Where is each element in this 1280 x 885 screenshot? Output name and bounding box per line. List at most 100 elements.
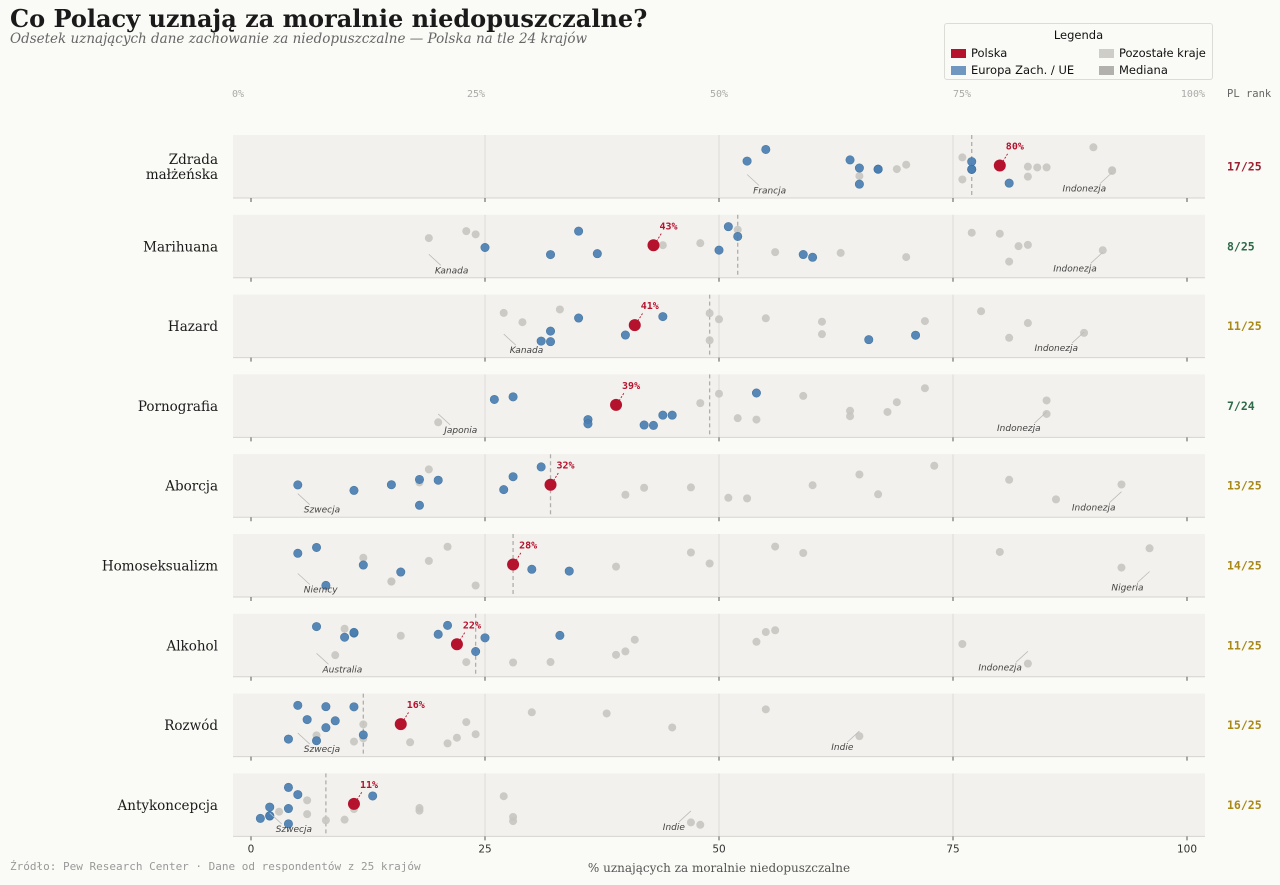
rank-value: 7/24 <box>1227 399 1255 413</box>
point-other <box>761 628 770 637</box>
point-other <box>621 647 630 656</box>
point-other <box>715 315 723 324</box>
legend-label-other: Pozostałe kraje <box>1119 46 1206 60</box>
row-label: Antykoncepcja <box>117 798 219 814</box>
point-other <box>1042 396 1051 405</box>
chart-title: Co Polacy uznają za moralnie niedopuszcz… <box>10 4 648 33</box>
point-other <box>920 384 929 393</box>
point-west-eu <box>312 542 322 552</box>
point-west-eu <box>742 156 752 166</box>
legend-item-poland: Polska <box>951 46 1007 60</box>
point-other <box>902 253 911 262</box>
point-poland <box>647 239 660 252</box>
annotation-label: Indonezja <box>1034 344 1078 354</box>
point-west-eu <box>508 392 518 402</box>
point-west-eu <box>312 622 322 632</box>
point-west-eu <box>283 782 293 792</box>
annotation-label: Kanada <box>435 266 469 276</box>
point-west-eu <box>751 388 761 398</box>
poland-leader <box>1002 153 1009 162</box>
point-other <box>705 309 714 318</box>
annotation-label: Indonezja <box>1072 504 1116 514</box>
point-other <box>836 248 845 257</box>
point-west-eu <box>265 811 275 821</box>
point-west-eu <box>667 410 677 420</box>
annotation-leader <box>503 333 516 346</box>
point-west-eu <box>293 548 303 558</box>
point-other <box>462 227 471 236</box>
point-other <box>920 317 929 326</box>
point-other <box>1108 166 1117 175</box>
row-label: Aborcja <box>164 479 218 495</box>
top-tick-label: 50% <box>710 89 728 100</box>
annotation-label: Szwecja <box>276 825 312 835</box>
point-other <box>387 577 396 586</box>
point-other <box>883 407 892 416</box>
point-west-eu <box>321 702 331 712</box>
annotation-label: Niemcy <box>304 586 338 596</box>
annotation-leader <box>297 573 311 585</box>
point-other <box>808 481 817 490</box>
point-west-eu <box>368 791 378 801</box>
rank-value: 11/25 <box>1227 319 1262 333</box>
point-west-eu <box>1004 178 1014 188</box>
point-west-eu <box>499 485 509 495</box>
top-tick-label: 75% <box>953 89 971 100</box>
point-west-eu <box>864 335 874 345</box>
poland-leader <box>515 552 522 561</box>
poland-value-label: 43% <box>659 221 677 232</box>
point-west-eu <box>536 336 546 346</box>
point-other <box>1005 475 1014 484</box>
point-west-eu <box>283 819 293 829</box>
point-west-eu <box>620 330 630 340</box>
chart-subtitle: Odsetek uznających dane zachowanie za ni… <box>10 31 588 47</box>
point-other <box>892 398 901 407</box>
point-west-eu <box>527 564 537 574</box>
annotation-leader <box>847 730 860 743</box>
point-other <box>471 230 480 239</box>
point-west-eu <box>574 313 584 323</box>
point-west-eu <box>854 163 864 173</box>
row-label: Alkohol <box>165 638 218 654</box>
point-other <box>1014 242 1023 251</box>
point-other <box>958 153 967 162</box>
point-other <box>743 494 752 503</box>
point-poland <box>993 159 1006 172</box>
legend-swatch-other <box>1099 49 1114 58</box>
point-west-eu <box>555 630 565 640</box>
bottom-tick-label: 0 <box>248 843 255 855</box>
point-west-eu <box>321 580 331 590</box>
annotation-label: Francja <box>753 187 786 197</box>
point-poland <box>507 558 520 571</box>
point-other <box>527 708 536 717</box>
point-other <box>1089 143 1098 152</box>
point-other <box>761 705 770 714</box>
point-west-eu <box>480 633 490 643</box>
point-west-eu <box>574 226 584 236</box>
point-other <box>1080 328 1089 337</box>
point-other <box>630 635 639 644</box>
point-other <box>799 548 808 557</box>
annotation-label: Indie <box>663 823 686 833</box>
point-other <box>686 818 695 827</box>
row-label: Zdrada <box>169 152 218 168</box>
annotation-leader <box>428 254 442 266</box>
point-west-eu <box>340 632 350 642</box>
point-other <box>696 399 705 408</box>
point-other <box>874 490 883 499</box>
point-west-eu <box>293 700 303 710</box>
point-other <box>995 547 1004 556</box>
point-west-eu <box>761 144 771 154</box>
annotation-label: Indonezja <box>997 424 1041 434</box>
point-other <box>415 804 424 813</box>
row-label: Hazard <box>168 319 218 335</box>
annotation-leader <box>1137 571 1150 583</box>
point-other <box>958 639 967 648</box>
rank-header: PL rank <box>1227 88 1272 100</box>
point-west-eu <box>564 566 574 576</box>
point-other <box>555 305 564 314</box>
annotation-leader <box>1090 252 1104 264</box>
point-other <box>303 810 312 819</box>
point-west-eu <box>471 646 481 656</box>
point-other <box>1023 172 1032 181</box>
